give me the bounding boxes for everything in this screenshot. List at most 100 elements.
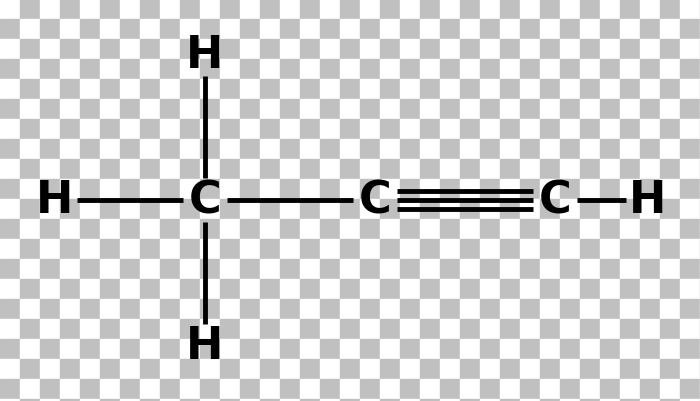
Bar [360, 379, 380, 399]
Bar [160, 239, 180, 259]
Bar [680, 339, 700, 359]
Bar [320, 239, 340, 259]
Bar [660, 140, 680, 160]
Bar [240, 140, 260, 160]
Bar [580, 319, 600, 339]
Bar [100, 379, 120, 399]
Bar [600, 20, 620, 40]
Bar [620, 120, 640, 140]
Bar [580, 40, 600, 60]
Bar [200, 200, 220, 219]
Bar [40, 20, 60, 40]
Text: H: H [36, 179, 74, 222]
Bar [280, 100, 300, 120]
Bar [80, 100, 100, 120]
Bar [620, 259, 640, 279]
Text: H: H [186, 325, 224, 368]
Bar [200, 379, 220, 399]
Bar [440, 20, 460, 40]
Bar [420, 239, 440, 259]
Bar [320, 180, 340, 200]
Bar [520, 100, 540, 120]
Bar [580, 80, 600, 100]
Bar [260, 140, 280, 160]
Text: C: C [358, 179, 391, 222]
Bar [540, 399, 560, 401]
Bar [120, 60, 140, 80]
Bar [400, 0, 420, 20]
Bar [460, 160, 480, 180]
Bar [680, 160, 700, 180]
Bar [20, 219, 40, 239]
Bar [460, 0, 480, 20]
Bar [480, 359, 500, 379]
Bar [660, 80, 680, 100]
Bar [40, 40, 60, 60]
Bar [380, 379, 400, 399]
Bar [500, 279, 520, 299]
Bar [380, 100, 400, 120]
Bar [500, 200, 520, 219]
Bar [440, 239, 460, 259]
Bar [260, 180, 280, 200]
Bar [140, 339, 160, 359]
Bar [300, 259, 320, 279]
Bar [500, 339, 520, 359]
Bar [360, 239, 380, 259]
Bar [20, 0, 40, 20]
Bar [400, 80, 420, 100]
Bar [680, 219, 700, 239]
Bar [280, 339, 300, 359]
Bar [340, 60, 360, 80]
Bar [20, 100, 40, 120]
Bar [120, 239, 140, 259]
Bar [500, 40, 520, 60]
Bar [180, 339, 200, 359]
Bar [60, 379, 80, 399]
Bar [520, 0, 540, 20]
Bar [0, 120, 20, 140]
Bar [500, 259, 520, 279]
Bar [200, 140, 220, 160]
Bar [320, 20, 340, 40]
Bar [280, 80, 300, 100]
Bar [260, 319, 280, 339]
Bar [680, 40, 700, 60]
Bar [100, 359, 120, 379]
Bar [620, 399, 640, 401]
Bar [660, 0, 680, 20]
Bar [160, 319, 180, 339]
Bar [400, 60, 420, 80]
Bar [500, 80, 520, 100]
Bar [100, 120, 120, 140]
Bar [180, 140, 200, 160]
Bar [680, 180, 700, 200]
Bar [460, 259, 480, 279]
Bar [100, 0, 120, 20]
Bar [520, 20, 540, 40]
Bar [540, 180, 560, 200]
Bar [660, 339, 680, 359]
Text: H: H [186, 325, 224, 368]
Bar [340, 140, 360, 160]
Bar [300, 359, 320, 379]
Bar [580, 60, 600, 80]
Bar [140, 160, 160, 180]
Bar [640, 20, 660, 40]
Bar [300, 239, 320, 259]
Bar [420, 399, 440, 401]
Bar [480, 379, 500, 399]
Text: H: H [629, 179, 666, 222]
Bar [40, 100, 60, 120]
Bar [360, 339, 380, 359]
Bar [320, 0, 340, 20]
Bar [0, 279, 20, 299]
Bar [620, 40, 640, 60]
Bar [160, 299, 180, 319]
Bar [600, 379, 620, 399]
Bar [80, 0, 100, 20]
Bar [60, 259, 80, 279]
Bar [560, 180, 580, 200]
Bar [360, 259, 380, 279]
Bar [160, 0, 180, 20]
